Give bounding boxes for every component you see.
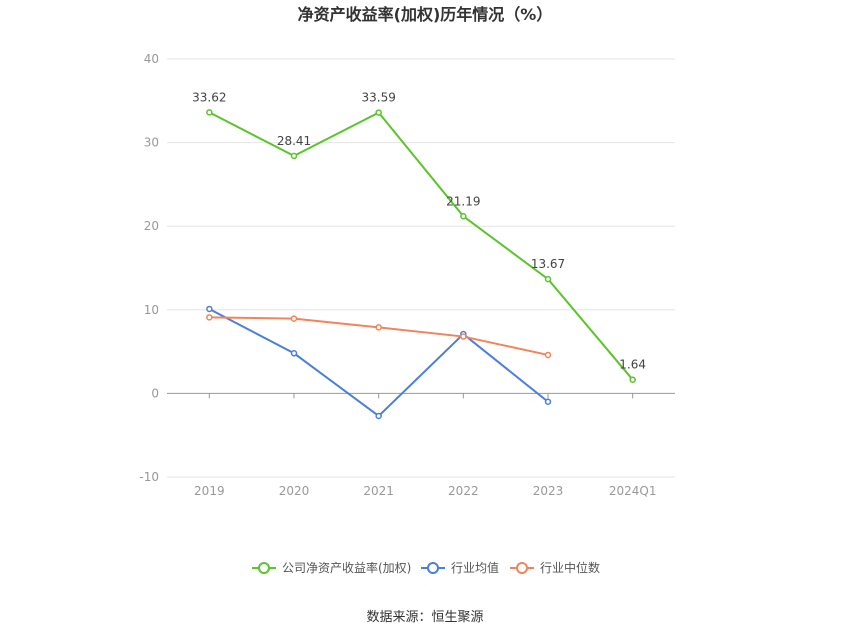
data-label: 28.41: [277, 134, 311, 148]
series-line: [208, 111, 634, 381]
data-point: [629, 376, 636, 383]
legend-marker: [427, 562, 439, 574]
data-point: [290, 315, 298, 322]
data-labels: 33.62 28.41 33.59 21.19 13.67 1.64: [192, 90, 646, 371]
x-tick-label: 2022: [448, 484, 479, 498]
x-tick-label: 2019: [194, 484, 225, 498]
chart-title: 净资产收益率(加权)历年情况（%）: [298, 5, 553, 24]
data-point: [290, 350, 298, 357]
x-tick-label: 2023: [533, 484, 564, 498]
legend-label: 行业均值: [451, 560, 499, 575]
y-tick-label: 10: [144, 303, 159, 317]
data-point: [206, 109, 213, 116]
data-point: [375, 412, 382, 420]
axes: -10 0 10 20 30 40 2019 2020 2021 2022 2023 2024Q1: [139, 52, 675, 498]
data-point: [375, 109, 382, 116]
data-point: [544, 351, 552, 359]
y-tick-label: -10: [139, 470, 159, 484]
legend-item[interactable]: 行业均值: [421, 560, 499, 575]
x-tick-label: 2024Q1: [609, 484, 657, 498]
legend-label: 行业中位数: [540, 560, 600, 575]
legend-item[interactable]: 公司净资产收益率(加权): [252, 560, 411, 575]
data-point: [544, 398, 552, 406]
y-tick-label: 30: [144, 136, 159, 150]
legend-item[interactable]: 行业中位数: [510, 560, 600, 575]
legend-marker: [258, 562, 270, 574]
data-point: [290, 152, 298, 160]
data-point: [460, 333, 467, 340]
y-tick-label: 20: [144, 219, 159, 233]
x-tick-label: 2021: [363, 484, 394, 498]
grid: [167, 58, 675, 478]
data-point: [375, 324, 382, 331]
legend-marker: [516, 562, 528, 574]
data-label: 1.64: [619, 358, 646, 372]
series: [206, 109, 636, 420]
data-point: [544, 275, 552, 283]
data-point: [206, 314, 213, 321]
data-point: [460, 213, 467, 220]
source-note: 数据来源：恒生聚源: [366, 610, 483, 625]
legend[interactable]: 公司净资产收益率(加权) 行业均值 行业中位数: [252, 560, 600, 575]
y-tick-label: 40: [144, 52, 159, 66]
data-label: 13.67: [531, 257, 565, 271]
y-tick-label: 0: [151, 386, 159, 400]
legend-label: 公司净资产收益率(加权): [282, 560, 411, 575]
data-point: [206, 305, 213, 313]
x-tick-label: 2020: [279, 484, 310, 498]
data-label: 33.62: [192, 90, 226, 104]
data-label: 21.19: [446, 194, 480, 208]
data-label: 33.59: [361, 91, 395, 105]
